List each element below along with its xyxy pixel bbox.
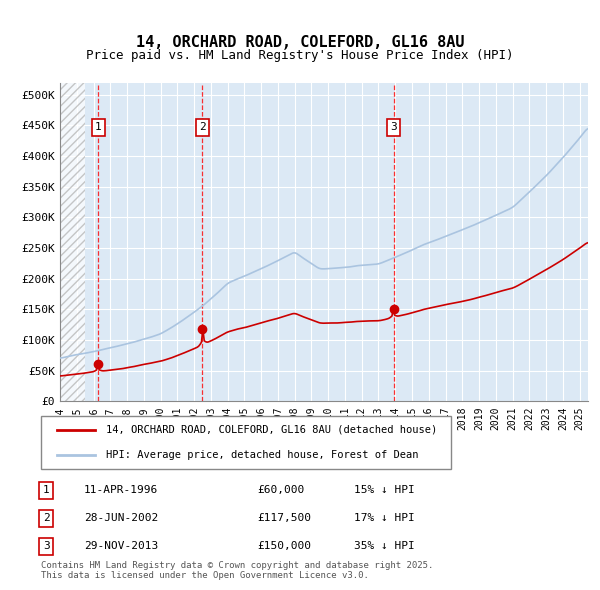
Text: £117,500: £117,500 (257, 513, 311, 523)
Text: 3: 3 (43, 542, 50, 551)
Text: Price paid vs. HM Land Registry's House Price Index (HPI): Price paid vs. HM Land Registry's House … (86, 49, 514, 62)
Text: £150,000: £150,000 (257, 542, 311, 551)
Text: 2: 2 (199, 122, 206, 132)
Text: 2: 2 (43, 513, 50, 523)
Text: 1: 1 (95, 122, 101, 132)
Text: 17% ↓ HPI: 17% ↓ HPI (354, 513, 415, 523)
Text: 28-JUN-2002: 28-JUN-2002 (84, 513, 158, 523)
Text: 1: 1 (43, 485, 50, 495)
Text: 14, ORCHARD ROAD, COLEFORD, GL16 8AU (detached house): 14, ORCHARD ROAD, COLEFORD, GL16 8AU (de… (106, 425, 437, 434)
Text: £60,000: £60,000 (257, 485, 304, 495)
Text: 3: 3 (391, 122, 397, 132)
FancyBboxPatch shape (41, 416, 451, 469)
Text: HPI: Average price, detached house, Forest of Dean: HPI: Average price, detached house, Fore… (106, 451, 418, 460)
Text: 14, ORCHARD ROAD, COLEFORD, GL16 8AU: 14, ORCHARD ROAD, COLEFORD, GL16 8AU (136, 35, 464, 50)
Text: 35% ↓ HPI: 35% ↓ HPI (354, 542, 415, 551)
Text: 29-NOV-2013: 29-NOV-2013 (84, 542, 158, 551)
Text: Contains HM Land Registry data © Crown copyright and database right 2025.
This d: Contains HM Land Registry data © Crown c… (41, 560, 433, 580)
Text: 15% ↓ HPI: 15% ↓ HPI (354, 485, 415, 495)
Text: 11-APR-1996: 11-APR-1996 (84, 485, 158, 495)
